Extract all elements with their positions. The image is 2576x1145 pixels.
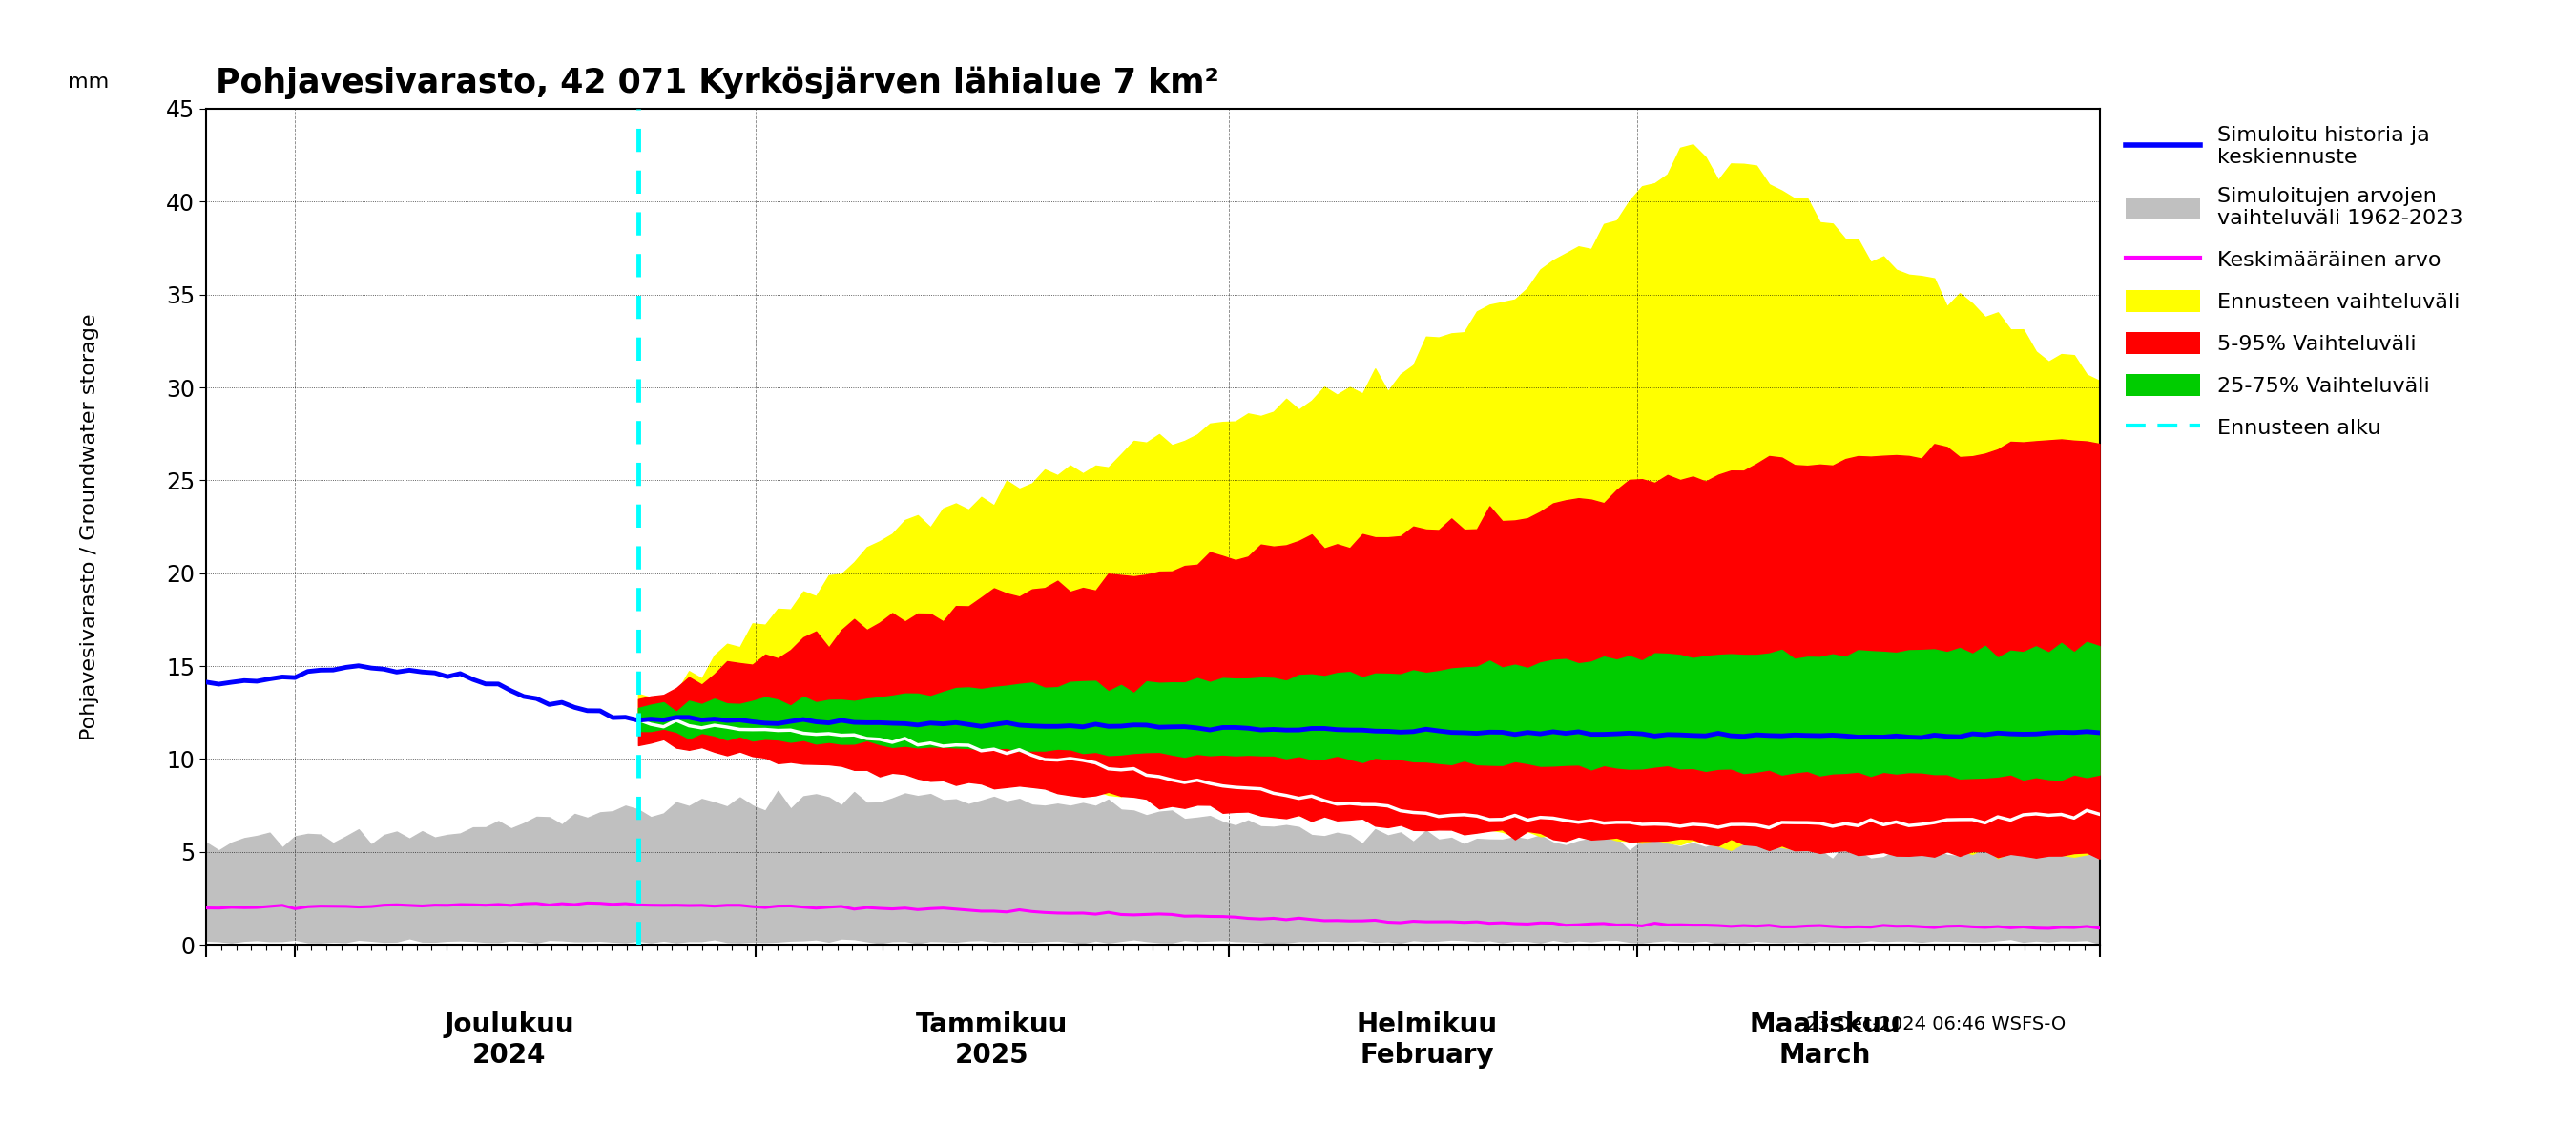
- Text: Helmikuu
February: Helmikuu February: [1358, 1011, 1499, 1069]
- Text: Joulukuu
2024: Joulukuu 2024: [443, 1011, 574, 1069]
- Text: Maaliskuu
March: Maaliskuu March: [1749, 1011, 1901, 1069]
- Text: mm: mm: [67, 73, 108, 92]
- Text: Pohjavesivarasto, 42 071 Kyrkösjärven lähialue 7 km²: Pohjavesivarasto, 42 071 Kyrkösjärven lä…: [216, 66, 1218, 100]
- Y-axis label: Pohjavesivarasto / Groundwater storage: Pohjavesivarasto / Groundwater storage: [80, 314, 100, 740]
- Text: Tammikuu
2025: Tammikuu 2025: [917, 1011, 1069, 1069]
- Legend: Simuloitu historia ja
keskiennuste, Simuloitujen arvojen
vaihteluväli 1962-2023,: Simuloitu historia ja keskiennuste, Simu…: [2120, 119, 2468, 444]
- Text: 23-Dec-2024 06:46 WSFS-O: 23-Dec-2024 06:46 WSFS-O: [1806, 1016, 2066, 1034]
